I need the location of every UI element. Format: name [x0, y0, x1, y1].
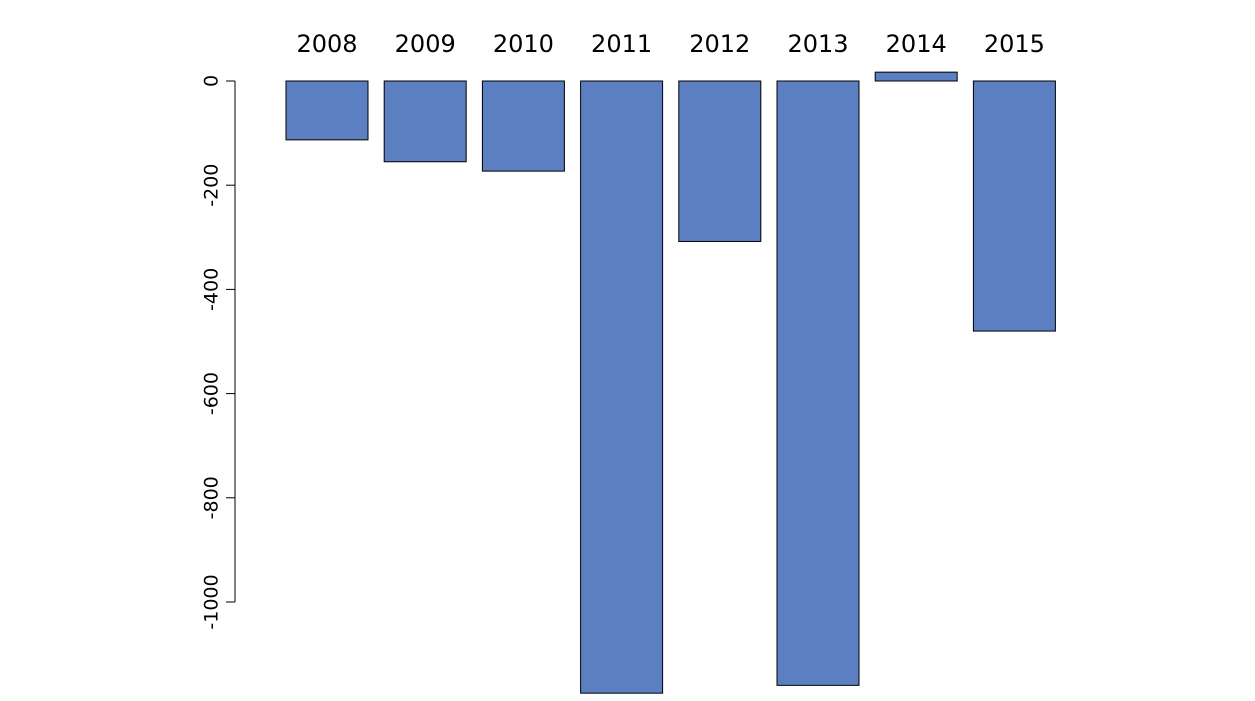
y-tick-label: -200	[201, 164, 223, 207]
category-label-2013: 2013	[787, 30, 848, 58]
bars-group	[285, 71, 1056, 694]
bar-2011	[580, 80, 664, 694]
category-label-2011: 2011	[591, 30, 652, 58]
category-label-2012: 2012	[689, 30, 750, 58]
y-tick-label: -800	[201, 476, 223, 519]
category-labels: 2008 2009 2010 2011 2012 2013 2014 2015	[296, 30, 1044, 58]
bar-2009	[383, 80, 467, 163]
category-label-2008: 2008	[296, 30, 357, 58]
y-axis: 0 -200 -400 -600 -800 -1000	[201, 75, 236, 630]
y-tick-label: 0	[201, 75, 223, 87]
bar-2014	[874, 71, 958, 82]
bar-2015	[972, 80, 1056, 332]
y-tick-label: -400	[201, 268, 223, 311]
bar-2012	[678, 80, 762, 242]
bar-2013	[776, 80, 860, 686]
y-tick-label: -1000	[201, 574, 223, 629]
y-tick-label: -600	[201, 372, 223, 415]
category-label-2009: 2009	[395, 30, 456, 58]
category-label-2014: 2014	[886, 30, 947, 58]
category-label-2015: 2015	[984, 30, 1045, 58]
bar-2008	[285, 80, 369, 141]
category-label-2010: 2010	[493, 30, 554, 58]
bar-2010	[481, 80, 565, 172]
